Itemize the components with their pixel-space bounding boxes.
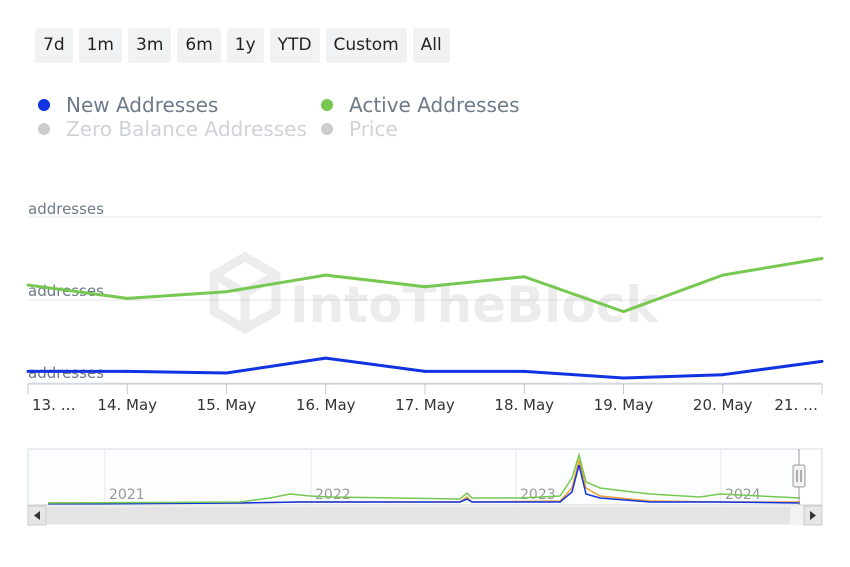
x-tick-label: 20. May [693,396,753,414]
range-button-7d[interactable]: 7d [35,28,73,63]
range-selector: 7d 1m 3m 6m 1y YTD Custom All [35,28,450,63]
navigator-year-label: 2021 [109,487,145,503]
legend-label: Zero Balance Addresses [66,117,307,141]
watermark-text: IntoTheBlock [290,276,660,334]
range-button-1y[interactable]: 1y [226,28,264,63]
navigator-year-label: 2023 [520,487,556,503]
navigator-series-line [47,452,801,504]
watermark: IntoTheBlock [209,251,660,335]
range-button-6m[interactable]: 6m [177,28,221,63]
data-point [423,285,427,289]
data-point [721,373,725,377]
data-point [622,376,625,380]
range-button-3m[interactable]: 3m [128,28,172,63]
legend-label: Active Addresses [349,93,520,117]
data-point [324,356,328,360]
range-button-all[interactable]: All [412,28,450,63]
range-button-ytd[interactable]: YTD [269,28,320,63]
legend-label: New Addresses [66,93,219,117]
x-tick-label: 21. … [774,396,818,414]
data-point [26,369,30,373]
navigator[interactable]: 2021 2022 2023 2024 [27,448,823,526]
legend-marker [321,99,333,111]
data-point [622,310,625,314]
legend-marker [321,123,333,135]
legend-label: Price [349,117,398,141]
data-point [820,257,824,260]
navigator-handle-right[interactable] [792,464,806,488]
scrollbar-thumb[interactable] [46,507,790,524]
legend-item-price[interactable]: Price [321,117,398,141]
data-point [324,273,328,277]
x-tick-label: 16. May [296,396,356,414]
grid [28,216,822,384]
legend-item-new-addresses[interactable]: New Addresses [38,93,218,117]
x-tick-label: 18. May [494,396,554,414]
range-button-custom[interactable]: Custom [325,28,407,63]
x-tick-label: 17. May [395,396,455,414]
chevron-left-icon [34,511,40,520]
data-point [423,369,427,373]
legend-item-zero-balance-addresses[interactable]: Zero Balance Addresses [38,117,307,141]
data-point [225,371,228,375]
data-point [225,290,228,294]
data-point [820,359,824,363]
data-point [125,369,129,373]
y-tick-label: addresses [28,200,104,218]
legend-marker [38,99,50,111]
x-tick-label: 15. May [197,396,257,414]
data-point [125,296,129,300]
data-point [522,369,526,373]
range-button-1m[interactable]: 1m [78,28,122,63]
data-point [522,275,526,279]
chevron-right-icon [810,511,816,520]
navigator-series-line [47,464,801,505]
navigator-year-label: 2022 [315,487,351,503]
data-point [721,273,725,277]
series-line-new-addresses [28,356,823,380]
x-tick-label: 19. May [594,396,654,414]
legend-item-active-addresses[interactable]: Active Addresses [321,93,520,117]
y-tick-label: addresses [28,364,104,382]
x-tick-label: 14. May [97,396,157,414]
legend-marker [38,123,50,135]
x-tick-label: 13. … [32,396,76,414]
data-point [26,283,30,287]
